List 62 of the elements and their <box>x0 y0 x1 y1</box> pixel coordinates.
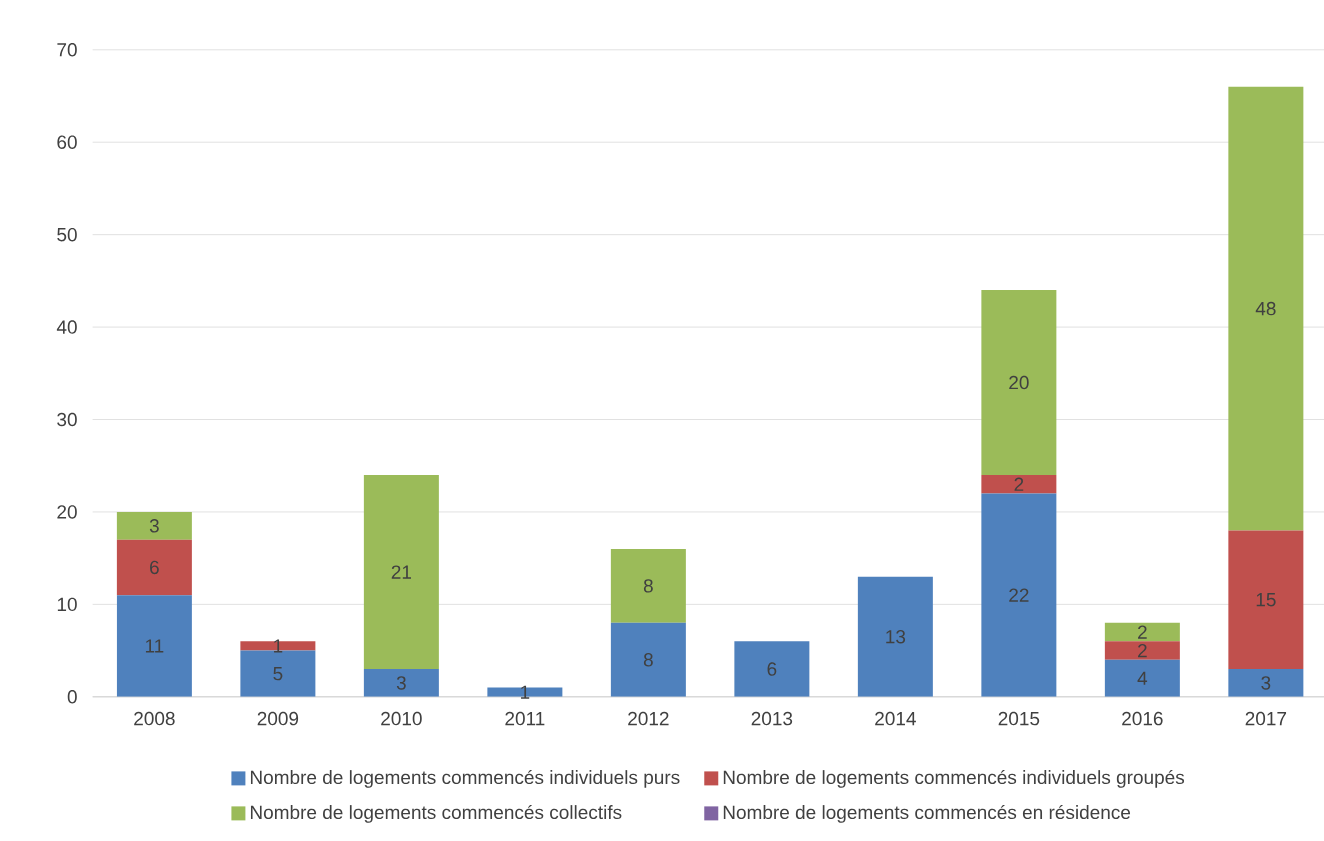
data-label: 13 <box>886 629 906 644</box>
data-label: 22 <box>1009 588 1029 602</box>
x-tick-label: 2008 <box>134 711 175 726</box>
bar <box>1104 641 1180 660</box>
bar <box>363 669 439 697</box>
bar <box>981 493 1057 697</box>
data-label: 8 <box>643 653 653 667</box>
bar <box>1228 669 1304 697</box>
data-label: 4 <box>1137 671 1148 685</box>
y-tick-label: 60 <box>57 135 77 149</box>
legend-label: Nombre de logements commencés individuels groupés <box>723 769 1185 788</box>
bar <box>116 511 192 540</box>
data-label: 3 <box>1261 676 1271 690</box>
y-tick-label: 20 <box>57 505 77 519</box>
bar <box>1228 86 1304 531</box>
data-label: 21 <box>391 565 411 579</box>
bar <box>1104 659 1180 697</box>
bar <box>1228 530 1304 670</box>
x-tick-label: 2011 <box>505 711 545 726</box>
legend-label: Nombre de logements commencés en résidence <box>723 804 1131 823</box>
y-tick-label: 10 <box>57 597 77 612</box>
data-label: 5 <box>273 667 283 681</box>
data-label: 2 <box>1014 477 1024 491</box>
y-tick-label: 30 <box>57 412 77 427</box>
data-label: 6 <box>150 560 159 575</box>
x-tick-label: 2013 <box>751 711 793 726</box>
y-tick-label: 0 <box>67 690 77 704</box>
data-label: 1 <box>521 685 530 699</box>
x-tick-label: 2009 <box>257 711 299 726</box>
bar <box>981 290 1057 475</box>
data-label: 3 <box>149 519 159 533</box>
y-tick-label: 50 <box>57 227 77 242</box>
x-tick-label: 2015 <box>998 711 1040 726</box>
bar <box>857 576 933 697</box>
data-label: 48 <box>1255 301 1276 316</box>
y-tick-label: 70 <box>57 43 77 57</box>
data-label: 11 <box>145 639 164 653</box>
bar <box>363 474 439 670</box>
x-tick-label: 2010 <box>381 711 422 726</box>
legend-label: Nombre de logements commencés collectifs <box>250 804 622 823</box>
x-tick-label: 2016 <box>1122 711 1163 726</box>
data-label: 20 <box>1009 375 1029 390</box>
bar <box>116 595 192 697</box>
x-tick-label: 2017 <box>1245 711 1287 726</box>
bar <box>734 641 810 697</box>
bar <box>981 474 1057 494</box>
y-tick-label: 40 <box>56 320 77 334</box>
data-label: 2 <box>1138 643 1147 658</box>
data-label: 1 <box>274 639 283 653</box>
bar <box>1104 622 1180 642</box>
x-tick-label: 2012 <box>628 711 669 726</box>
legend-label: Nombre de logements commencés individuels purs <box>250 769 680 788</box>
bar <box>116 539 192 596</box>
data-label: 6 <box>767 662 777 676</box>
x-tick-label: 2014 <box>875 711 916 726</box>
data-label: 2 <box>1138 625 1147 639</box>
bar <box>610 622 686 697</box>
data-label: 15 <box>1256 593 1276 607</box>
data-label: 8 <box>643 579 653 593</box>
bar <box>610 548 686 623</box>
bar <box>240 641 316 651</box>
data-label: 3 <box>396 676 406 690</box>
